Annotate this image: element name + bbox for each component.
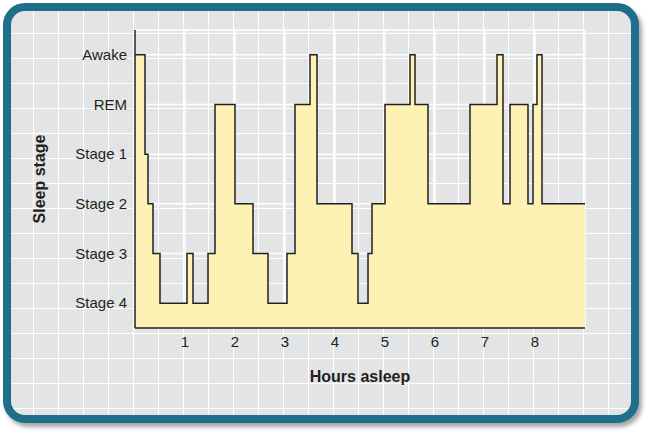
svg-text:6: 6: [431, 333, 439, 350]
svg-text:Stage 1: Stage 1: [75, 145, 127, 162]
svg-text:4: 4: [331, 333, 339, 350]
svg-text:Sleep stage: Sleep stage: [31, 134, 48, 223]
svg-text:7: 7: [481, 333, 489, 350]
svg-text:1: 1: [181, 333, 189, 350]
svg-text:3: 3: [281, 333, 289, 350]
svg-text:Hours asleep: Hours asleep: [310, 368, 411, 385]
svg-text:REM: REM: [94, 96, 127, 113]
svg-text:Stage 3: Stage 3: [75, 245, 127, 262]
svg-text:Awake: Awake: [82, 46, 127, 63]
svg-text:Stage 4: Stage 4: [75, 294, 127, 311]
svg-text:Stage 2: Stage 2: [75, 195, 127, 212]
svg-text:2: 2: [231, 333, 239, 350]
svg-text:8: 8: [531, 333, 539, 350]
svg-text:5: 5: [381, 333, 389, 350]
